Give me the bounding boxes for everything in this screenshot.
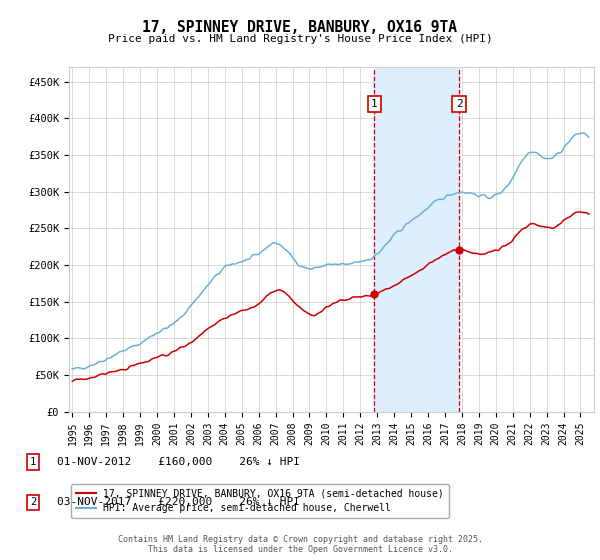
Text: 1: 1 xyxy=(30,457,36,467)
Text: Contains HM Land Registry data © Crown copyright and database right 2025.
This d: Contains HM Land Registry data © Crown c… xyxy=(118,535,482,554)
Text: 1: 1 xyxy=(371,99,378,109)
Legend: 17, SPINNEY DRIVE, BANBURY, OX16 9TA (semi-detached house), HPI: Average price, : 17, SPINNEY DRIVE, BANBURY, OX16 9TA (se… xyxy=(71,484,449,518)
Text: 17, SPINNEY DRIVE, BANBURY, OX16 9TA: 17, SPINNEY DRIVE, BANBURY, OX16 9TA xyxy=(143,20,458,35)
Text: 2: 2 xyxy=(30,497,36,507)
Text: Price paid vs. HM Land Registry's House Price Index (HPI): Price paid vs. HM Land Registry's House … xyxy=(107,34,493,44)
Text: 2: 2 xyxy=(455,99,463,109)
Text: 03-NOV-2017    £220,000    26% ↓ HPI: 03-NOV-2017 £220,000 26% ↓ HPI xyxy=(57,497,300,507)
Bar xyxy=(374,67,459,412)
Text: 01-NOV-2012    £160,000    26% ↓ HPI: 01-NOV-2012 £160,000 26% ↓ HPI xyxy=(57,457,300,467)
